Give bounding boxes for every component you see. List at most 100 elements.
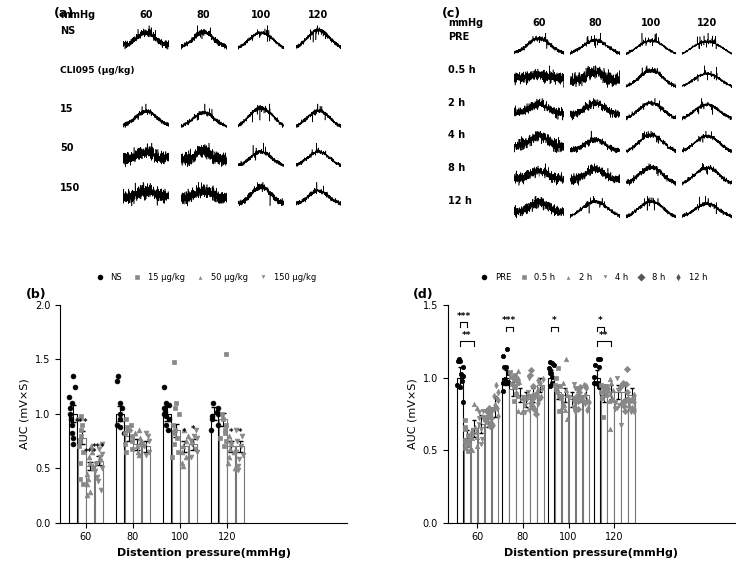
X-axis label: Distention pressure(mmHg): Distention pressure(mmHg) xyxy=(505,548,679,558)
Point xyxy=(135,440,147,449)
Point xyxy=(572,396,584,406)
Point xyxy=(580,382,592,391)
Point xyxy=(110,420,122,429)
Point xyxy=(532,398,544,407)
Point xyxy=(75,425,87,435)
Point xyxy=(625,407,637,416)
Point xyxy=(67,429,79,438)
Point xyxy=(534,378,546,387)
Point xyxy=(572,390,584,399)
Point xyxy=(86,448,98,457)
Bar xyxy=(593,378,600,523)
Point xyxy=(180,453,192,462)
Point xyxy=(568,384,580,393)
Point xyxy=(82,474,94,483)
Point xyxy=(568,379,580,389)
Text: *: * xyxy=(238,428,242,437)
Point xyxy=(491,387,503,396)
Point xyxy=(560,390,572,399)
Point xyxy=(228,448,240,457)
Text: 80: 80 xyxy=(196,10,211,20)
Point xyxy=(178,461,190,470)
Point xyxy=(593,382,605,391)
Point xyxy=(623,398,635,407)
Text: 120: 120 xyxy=(697,18,717,28)
Point xyxy=(142,436,154,445)
Point xyxy=(623,402,635,411)
Point xyxy=(546,379,558,388)
Point xyxy=(513,378,525,387)
Point xyxy=(614,385,626,394)
Point xyxy=(523,374,535,383)
Point xyxy=(617,379,629,388)
Point xyxy=(64,415,76,424)
Point xyxy=(466,445,478,454)
Point xyxy=(220,349,232,358)
Bar xyxy=(614,392,621,523)
Point xyxy=(522,392,534,401)
Point xyxy=(588,379,600,388)
Point xyxy=(517,394,529,403)
X-axis label: Distention pressure(mmHg): Distention pressure(mmHg) xyxy=(116,548,290,558)
Point xyxy=(138,442,150,451)
Point xyxy=(578,395,590,404)
Point xyxy=(628,407,640,416)
Point xyxy=(211,420,223,429)
Point xyxy=(605,378,617,387)
Point xyxy=(466,434,478,443)
Point xyxy=(136,440,148,449)
Point xyxy=(488,391,500,400)
Point xyxy=(453,355,465,364)
Point xyxy=(166,453,178,462)
Point xyxy=(462,436,474,445)
Point xyxy=(126,444,138,453)
Bar xyxy=(164,414,171,523)
Bar xyxy=(576,395,582,523)
Point xyxy=(190,448,202,457)
Point xyxy=(548,361,560,370)
Point xyxy=(225,436,237,445)
Point xyxy=(93,444,105,453)
Point xyxy=(212,404,224,413)
Point xyxy=(135,436,147,445)
Point xyxy=(168,440,180,449)
Point xyxy=(518,395,530,404)
Point xyxy=(616,381,628,390)
Point xyxy=(182,431,194,440)
Point xyxy=(206,425,218,435)
Point xyxy=(81,480,93,489)
Point xyxy=(224,444,236,453)
Point xyxy=(560,386,572,395)
Point xyxy=(512,391,524,400)
Point xyxy=(501,344,513,353)
Point xyxy=(532,394,544,403)
Point xyxy=(185,453,197,462)
Point xyxy=(568,406,580,415)
Point xyxy=(554,382,566,391)
Point xyxy=(609,404,621,414)
Point xyxy=(171,433,183,442)
Point xyxy=(600,384,612,393)
Point xyxy=(512,407,524,416)
Point xyxy=(471,433,483,442)
Point xyxy=(532,375,544,384)
Text: ***: *** xyxy=(92,443,105,452)
Point xyxy=(160,420,172,429)
Point xyxy=(463,441,475,450)
Point xyxy=(126,436,138,445)
Point xyxy=(230,448,242,457)
Point xyxy=(163,415,175,424)
Point xyxy=(225,440,237,449)
Text: 12 h: 12 h xyxy=(448,195,472,206)
Point xyxy=(121,422,133,431)
Point xyxy=(230,425,242,435)
Point xyxy=(158,410,170,419)
Point xyxy=(484,414,496,423)
Point xyxy=(580,383,592,392)
Point xyxy=(483,404,495,413)
Point xyxy=(622,395,634,404)
Point xyxy=(169,425,181,435)
Point xyxy=(611,373,623,382)
Point xyxy=(490,381,502,390)
Point xyxy=(560,355,572,364)
